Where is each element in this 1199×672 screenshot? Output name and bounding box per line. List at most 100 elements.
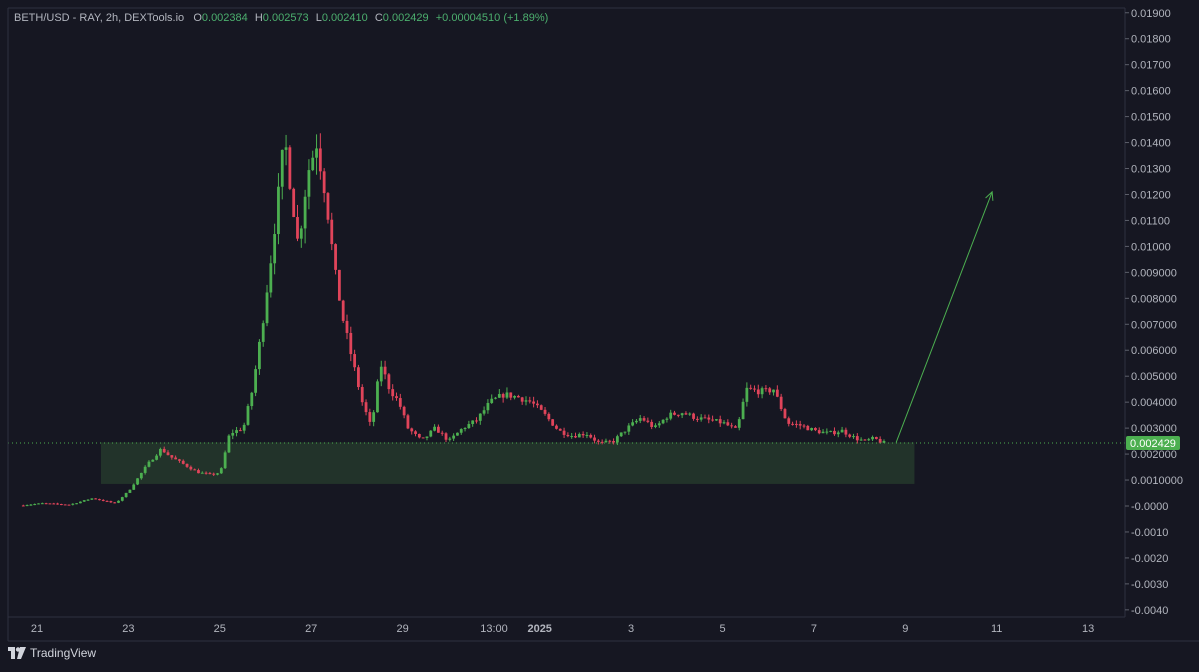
candle-body[interactable]: [680, 413, 684, 416]
candle-body[interactable]: [787, 418, 791, 424]
candle-body[interactable]: [273, 234, 277, 264]
candle-body[interactable]: [726, 422, 730, 426]
candle-body[interactable]: [59, 504, 63, 506]
candle-body[interactable]: [817, 430, 821, 434]
candle-body[interactable]: [330, 219, 334, 245]
candle-body[interactable]: [178, 459, 181, 461]
candle-body[interactable]: [212, 473, 216, 475]
candle-body[interactable]: [193, 469, 197, 471]
candle-body[interactable]: [867, 439, 871, 441]
candle-body[interactable]: [615, 436, 619, 443]
candle-body[interactable]: [315, 148, 318, 158]
candle-body[interactable]: [791, 423, 794, 425]
candle-body[interactable]: [715, 419, 718, 421]
candle-body[interactable]: [235, 430, 238, 433]
candle-body[interactable]: [136, 478, 139, 485]
candle-body[interactable]: [516, 396, 520, 398]
candle-body[interactable]: [467, 424, 471, 429]
candle-body[interactable]: [536, 403, 539, 406]
candle-body[interactable]: [650, 421, 654, 427]
candle-body[interactable]: [730, 425, 734, 427]
candle-body[interactable]: [29, 504, 33, 506]
candle-body[interactable]: [665, 418, 669, 420]
candle-body[interactable]: [395, 396, 398, 399]
candle-body[interactable]: [555, 425, 558, 429]
candle-body[interactable]: [471, 420, 475, 425]
candle-body[interactable]: [101, 499, 105, 501]
candle-body[interactable]: [223, 452, 227, 469]
candle-body[interactable]: [547, 413, 551, 420]
candle-body[interactable]: [494, 397, 497, 399]
candle-body[interactable]: [775, 389, 779, 397]
candle-body[interactable]: [695, 418, 699, 420]
candle-body[interactable]: [852, 436, 855, 438]
candle-body[interactable]: [623, 431, 627, 433]
candle-body[interactable]: [520, 397, 524, 402]
candle-body[interactable]: [86, 499, 90, 501]
candle-body[interactable]: [524, 400, 528, 402]
candle-body[interactable]: [505, 392, 509, 398]
candle-body[interactable]: [543, 409, 547, 414]
candle-body[interactable]: [231, 432, 235, 436]
candle-body[interactable]: [741, 401, 745, 420]
candle-body[interactable]: [806, 425, 810, 431]
candle-body[interactable]: [277, 186, 280, 235]
candle-body[interactable]: [254, 369, 257, 393]
candle-body[interactable]: [21, 505, 25, 507]
candle-body[interactable]: [612, 441, 615, 443]
candle-body[interactable]: [360, 387, 364, 403]
candle-body[interactable]: [734, 426, 737, 428]
candle-body[interactable]: [216, 473, 219, 475]
candle-body[interactable]: [158, 448, 162, 456]
candle-body[interactable]: [25, 505, 29, 507]
candle-body[interactable]: [737, 419, 741, 428]
candle-body[interactable]: [349, 332, 353, 355]
support-zone[interactable]: [100, 442, 915, 484]
candle-body[interactable]: [288, 147, 292, 189]
candle-body[interactable]: [147, 461, 151, 467]
candle-body[interactable]: [105, 500, 109, 502]
candle-body[interactable]: [772, 389, 775, 393]
candle-body[interactable]: [501, 394, 505, 398]
candle-body[interactable]: [863, 439, 867, 441]
candle-body[interactable]: [155, 455, 158, 460]
candle-body[interactable]: [882, 441, 886, 443]
candle-body[interactable]: [372, 412, 376, 422]
candle-body[interactable]: [326, 193, 330, 220]
candle-body[interactable]: [238, 430, 242, 432]
candle-body[interactable]: [258, 341, 261, 370]
candle-body[interactable]: [475, 420, 478, 422]
candle-body[interactable]: [722, 422, 726, 424]
candle-body[interactable]: [642, 418, 646, 421]
candle-body[interactable]: [376, 381, 379, 413]
candle-body[interactable]: [566, 434, 570, 437]
candle-body[interactable]: [779, 396, 783, 410]
candle-body[interactable]: [421, 437, 425, 439]
candle-body[interactable]: [151, 459, 155, 462]
candle-body[interactable]: [63, 504, 67, 506]
candle-body[interactable]: [859, 439, 863, 441]
candle-body[interactable]: [829, 430, 833, 432]
candle-body[interactable]: [204, 472, 208, 474]
candle-body[interactable]: [296, 217, 299, 239]
candle-body[interactable]: [844, 429, 848, 435]
candle-body[interactable]: [482, 410, 486, 414]
candle-body[interactable]: [341, 300, 345, 321]
candle-body[interactable]: [596, 440, 600, 442]
candle-body[interactable]: [631, 422, 635, 426]
candle-body[interactable]: [760, 388, 764, 395]
candle-body[interactable]: [654, 425, 657, 427]
candle-body[interactable]: [593, 437, 596, 441]
candle-body[interactable]: [303, 196, 307, 229]
candle-body[interactable]: [585, 434, 589, 436]
candle-body[interactable]: [410, 428, 414, 432]
candle-body[interactable]: [143, 466, 147, 473]
candle-body[interactable]: [185, 463, 189, 467]
candle-body[interactable]: [174, 457, 178, 460]
candle-body[interactable]: [75, 503, 79, 505]
candle-body[interactable]: [707, 417, 711, 420]
candle-body[interactable]: [490, 398, 494, 403]
candle-body[interactable]: [398, 398, 402, 407]
